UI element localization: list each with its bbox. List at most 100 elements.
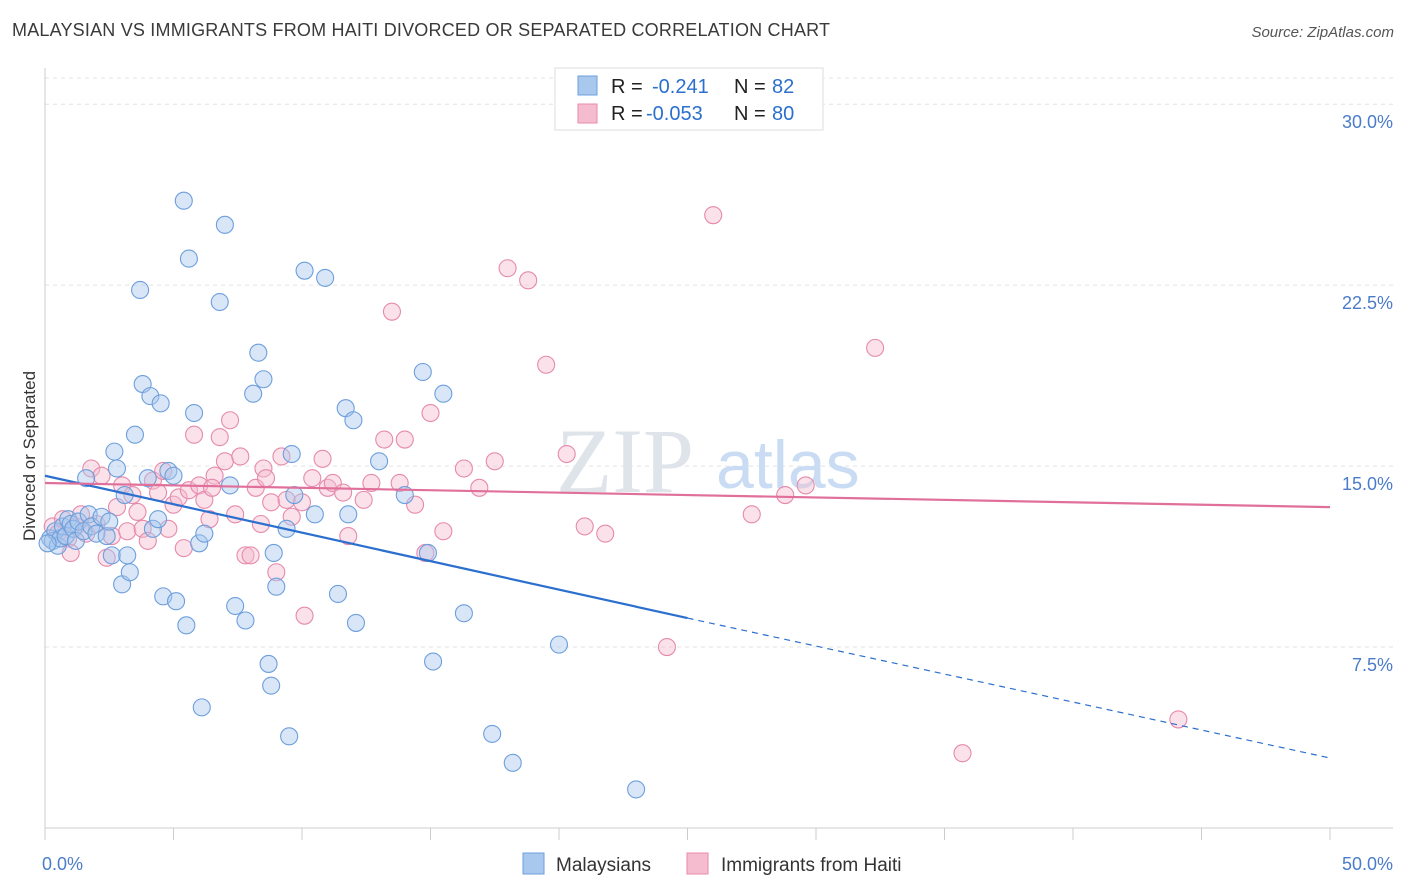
malaysians-point xyxy=(190,534,209,553)
malaysians-point xyxy=(195,524,214,543)
haiti-point xyxy=(742,505,761,524)
malaysians-point xyxy=(107,459,127,478)
haiti-point xyxy=(92,466,111,485)
x-tick-label-max: 50.0% xyxy=(1342,854,1393,874)
trend-lines xyxy=(44,474,1331,759)
haiti-point xyxy=(434,522,453,541)
legend-swatch-pink xyxy=(577,103,598,124)
legend-box xyxy=(554,67,824,131)
malaysians-point xyxy=(151,394,170,413)
haiti-point xyxy=(375,430,394,449)
haiti-point xyxy=(362,473,381,493)
malaysians-point xyxy=(280,727,299,746)
haiti-point xyxy=(133,519,152,538)
malaysians-point xyxy=(264,543,283,563)
series-malaysians-points xyxy=(38,191,646,799)
y-tick-label: 30.0% xyxy=(1342,112,1393,132)
haiti-point xyxy=(154,461,173,480)
malaysians-point xyxy=(259,654,278,673)
malaysians-point xyxy=(102,546,121,565)
malaysians-point xyxy=(249,343,268,362)
haiti-point xyxy=(1169,710,1188,729)
bottom-legend-swatch-haiti xyxy=(686,852,709,875)
haiti-point xyxy=(174,539,193,558)
malaysians-point xyxy=(339,505,358,524)
bottom-legend: Malaysians Immigrants from Haiti xyxy=(522,852,902,876)
haiti-point xyxy=(390,473,409,493)
haiti-point xyxy=(657,637,676,657)
bottom-legend-swatch-malaysians xyxy=(522,852,545,875)
malaysians-point xyxy=(549,635,569,654)
legend-n-label-1: N = xyxy=(734,76,766,98)
malaysians-point xyxy=(179,249,198,268)
malaysians-point xyxy=(177,616,196,635)
haiti-point xyxy=(339,527,358,546)
malaysians-point xyxy=(370,452,389,471)
malaysians-point xyxy=(226,596,245,616)
haiti-point xyxy=(241,546,260,565)
malaysians-point xyxy=(125,425,144,444)
malaysians-point xyxy=(316,268,335,287)
haiti-point xyxy=(537,355,556,374)
malaysians-point xyxy=(215,215,234,234)
legend-n-label-2: N = xyxy=(734,103,766,125)
y-tick-label: 7.5% xyxy=(1352,655,1393,675)
malaysians-point xyxy=(77,469,96,488)
haiti-point xyxy=(953,744,972,763)
haiti-point xyxy=(118,522,137,541)
haiti-point xyxy=(200,510,219,529)
malaysians-point xyxy=(141,387,160,406)
malaysians-point xyxy=(192,698,211,717)
malaysians-point xyxy=(38,534,57,553)
haiti-point xyxy=(382,302,402,321)
malaysians-point xyxy=(185,403,204,423)
malaysians-point xyxy=(413,362,432,382)
haiti-point xyxy=(215,452,234,471)
malaysians-point xyxy=(267,577,286,596)
bottom-legend-label-haiti: Immigrants from Haiti xyxy=(721,855,902,876)
y-tick-label: 22.5% xyxy=(1342,293,1393,313)
haiti-point xyxy=(313,449,332,468)
watermark-zip: ZIP xyxy=(556,410,694,512)
source-credit: Source: ZipAtlas.com xyxy=(1251,24,1394,41)
haiti-point xyxy=(575,517,594,536)
malaysians-point xyxy=(627,780,646,799)
malaysians-point xyxy=(262,676,281,695)
malaysians-point xyxy=(66,531,85,550)
malaysians-point xyxy=(346,613,366,632)
trend-line-malaysians-extrapolated xyxy=(687,617,1331,759)
y-tick-label: 15.0% xyxy=(1342,474,1393,494)
malaysians-point xyxy=(344,411,363,430)
haiti-point xyxy=(866,338,885,357)
top-legend: R = -0.241 N = 82 R = -0.053 N = 80 xyxy=(554,67,824,131)
haiti-point xyxy=(596,524,615,543)
haiti-point xyxy=(421,403,440,423)
malaysians-point xyxy=(143,519,162,538)
malaysians-point xyxy=(295,261,314,280)
malaysians-point xyxy=(100,512,119,531)
legend-r-label-1: R = xyxy=(611,76,643,98)
legend-n-value-1: 82 xyxy=(772,76,794,98)
malaysians-point xyxy=(236,611,255,630)
malaysians-point xyxy=(164,466,183,485)
haiti-point xyxy=(395,430,414,449)
haiti-point xyxy=(519,271,538,290)
chart-title: MALAYSIAN VS IMMIGRANTS FROM HAITI DIVOR… xyxy=(12,20,831,40)
trend-line-malaysians xyxy=(44,474,688,620)
malaysians-point xyxy=(149,510,168,529)
haiti-point xyxy=(334,483,353,502)
malaysians-point xyxy=(424,652,443,671)
haiti-point xyxy=(292,493,312,512)
malaysians-point xyxy=(282,444,301,464)
malaysians-point xyxy=(210,292,229,312)
legend-r-label-2: R = xyxy=(611,103,643,125)
malaysians-point xyxy=(328,584,348,604)
haiti-point xyxy=(498,259,517,278)
haiti-point xyxy=(470,478,489,497)
legend-swatch-blue xyxy=(577,75,598,96)
haiti-point xyxy=(82,459,101,478)
legend-r-value-1: -0.241 xyxy=(652,76,709,98)
axes: 7.5% 15.0% 22.5% 30.0% 0.0% 50.0% xyxy=(42,68,1393,874)
malaysians-point xyxy=(105,442,124,461)
